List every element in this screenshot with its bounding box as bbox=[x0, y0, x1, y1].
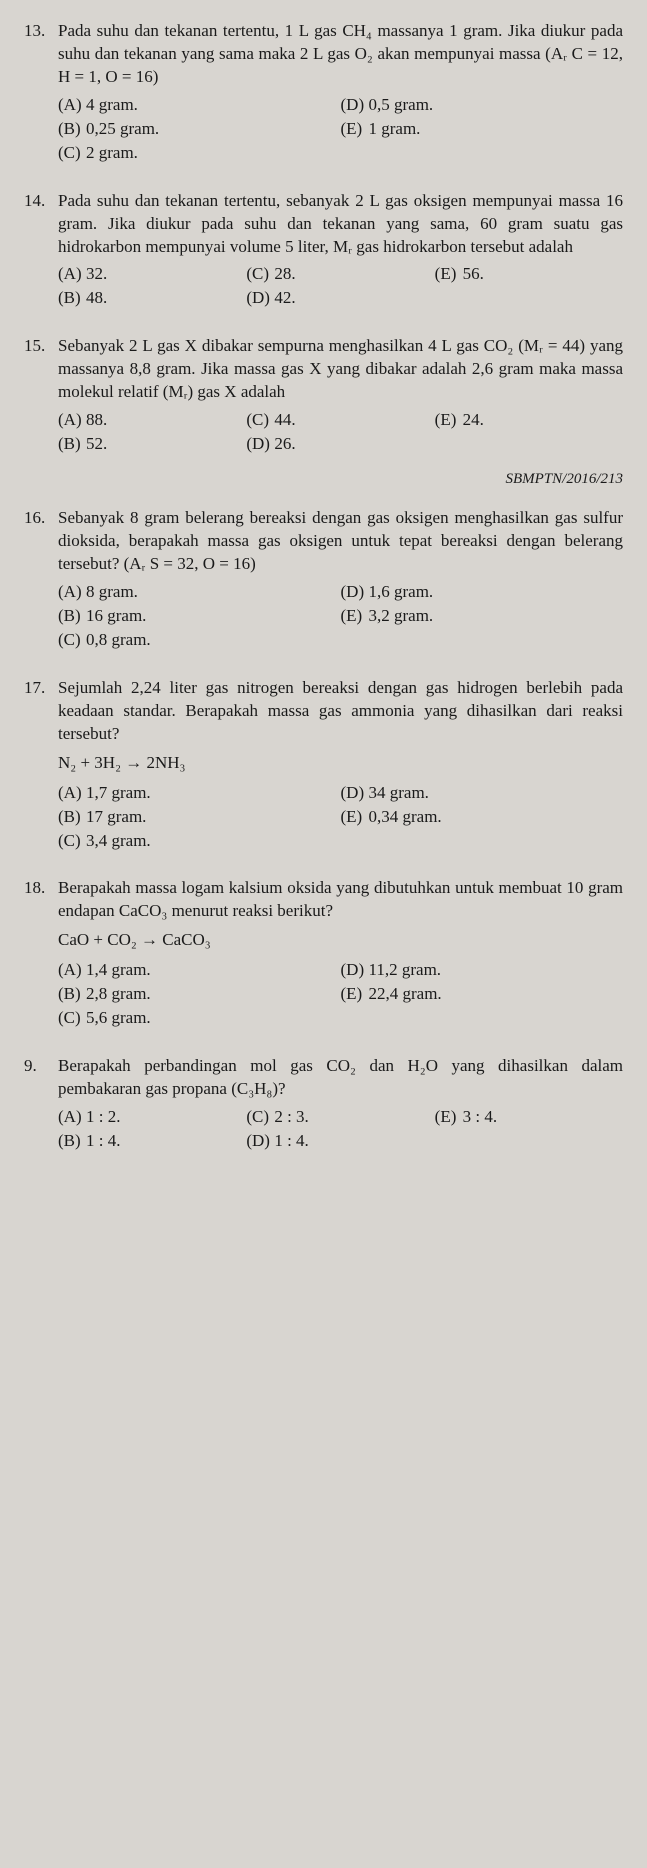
question-body: Pada suhu dan tekanan tertentu, sebanyak… bbox=[58, 190, 623, 312]
question-text: Berapakah perbandingan mol gas CO₂ dan H… bbox=[58, 1055, 623, 1101]
choice-c: (C)28. bbox=[246, 263, 434, 286]
choices-left: (A)1,4 gram. (B)2,8 gram. (C)5,6 gram. bbox=[58, 958, 341, 1031]
question-9: 9. Berapakah perbandingan mol gas CO₂ da… bbox=[24, 1055, 623, 1154]
choice-b: (B)17 gram. bbox=[58, 806, 341, 829]
question-body: Sebanyak 8 gram belerang bereaksi dengan… bbox=[58, 507, 623, 653]
choice-e: (E)3,2 gram. bbox=[341, 605, 624, 628]
choice-e: (E)3 : 4. bbox=[435, 1106, 623, 1129]
choice-a: (A)1 : 2. bbox=[58, 1106, 246, 1129]
choice-d: (D)26. bbox=[246, 433, 434, 456]
choices: (A)32. (B)48. (C)28. (D)42. (E)56. bbox=[58, 262, 623, 311]
choices-right: (D)1,6 gram. (E)3,2 gram. bbox=[341, 580, 624, 653]
choice-d: (D)1,6 gram. bbox=[341, 581, 624, 604]
question-text: Sejumlah 2,24 liter gas nitrogen bereaks… bbox=[58, 677, 623, 746]
question-body: Pada suhu dan tekanan tertentu, 1 L gas … bbox=[58, 20, 623, 166]
choice-d: (D)34 gram. bbox=[341, 782, 624, 805]
question-13: 13. Pada suhu dan tekanan tertentu, 1 L … bbox=[24, 20, 623, 166]
question-17: 17. Sejumlah 2,24 liter gas nitrogen ber… bbox=[24, 677, 623, 854]
choice-d: (D)0,5 gram. bbox=[341, 94, 624, 117]
choices-left: (A)1,7 gram. (B)17 gram. (C)3,4 gram. bbox=[58, 781, 341, 854]
choices-col2: (C)44. (D)26. bbox=[246, 408, 434, 457]
question-18: 18. Berapakah massa logam kalsium oksida… bbox=[24, 877, 623, 1031]
choices: (A)1,7 gram. (B)17 gram. (C)3,4 gram. (D… bbox=[58, 781, 623, 854]
choice-a: (A)32. bbox=[58, 263, 246, 286]
choices: (A)1 : 2. (B)1 : 4. (C)2 : 3. (D)1 : 4. … bbox=[58, 1105, 623, 1154]
choice-e: (E)1 gram. bbox=[341, 118, 624, 141]
choice-a: (A)8 gram. bbox=[58, 581, 341, 604]
choice-b: (B)1 : 4. bbox=[58, 1130, 246, 1153]
question-body: Sebanyak 2 L gas X dibakar sempurna meng… bbox=[58, 335, 623, 457]
choice-a: (A)1,4 gram. bbox=[58, 959, 341, 982]
choices-col1: (A)1 : 2. (B)1 : 4. bbox=[58, 1105, 246, 1154]
question-body: Berapakah massa logam kalsium oksida yan… bbox=[58, 877, 623, 1031]
question-text: Berapakah massa logam kalsium oksida yan… bbox=[58, 877, 623, 923]
choices-col3: (E)56. bbox=[435, 262, 623, 311]
choice-c: (C)0,8 gram. bbox=[58, 629, 341, 652]
choice-b: (B)48. bbox=[58, 287, 246, 310]
choice-b: (B)0,25 gram. bbox=[58, 118, 341, 141]
choice-a: (A)1,7 gram. bbox=[58, 782, 341, 805]
choices-col1: (A)32. (B)48. bbox=[58, 262, 246, 311]
choice-e: (E)22,4 gram. bbox=[341, 983, 624, 1006]
question-number: 15. bbox=[24, 335, 58, 457]
question-14: 14. Pada suhu dan tekanan tertentu, seba… bbox=[24, 190, 623, 312]
choices-col2: (C)28. (D)42. bbox=[246, 262, 434, 311]
reaction-equation: N₂ + 3H₂ → 2NH₃ bbox=[58, 752, 623, 775]
question-text: Pada suhu dan tekanan tertentu, 1 L gas … bbox=[58, 20, 623, 89]
choices-right: (D)34 gram. (E)0,34 gram. bbox=[341, 781, 624, 854]
choices-col2: (C)2 : 3. (D)1 : 4. bbox=[246, 1105, 434, 1154]
choice-e: (E)56. bbox=[435, 263, 623, 286]
question-number: 9. bbox=[24, 1055, 58, 1154]
question-text: Pada suhu dan tekanan tertentu, sebanyak… bbox=[58, 190, 623, 259]
choices: (A)4 gram. (B)0,25 gram. (C)2 gram. (D)0… bbox=[58, 93, 623, 166]
choice-c: (C)2 : 3. bbox=[246, 1106, 434, 1129]
question-15: 15. Sebanyak 2 L gas X dibakar sempurna … bbox=[24, 335, 623, 457]
choices: (A)88. (B)52. (C)44. (D)26. (E)24. bbox=[58, 408, 623, 457]
choice-a: (A)88. bbox=[58, 409, 246, 432]
question-text: Sebanyak 8 gram belerang bereaksi dengan… bbox=[58, 507, 623, 576]
choices-col3: (E)24. bbox=[435, 408, 623, 457]
choice-b: (B)52. bbox=[58, 433, 246, 456]
choice-b: (B)16 gram. bbox=[58, 605, 341, 628]
choices-col3: (E)3 : 4. bbox=[435, 1105, 623, 1154]
question-number: 16. bbox=[24, 507, 58, 653]
question-number: 14. bbox=[24, 190, 58, 312]
question-body: Sejumlah 2,24 liter gas nitrogen bereaks… bbox=[58, 677, 623, 854]
choice-d: (D)11,2 gram. bbox=[341, 959, 624, 982]
reaction-equation: CaO + CO₂ → CaCO₃ bbox=[58, 929, 623, 952]
choice-c: (C)3,4 gram. bbox=[58, 830, 341, 853]
choices-col1: (A)88. (B)52. bbox=[58, 408, 246, 457]
choices: (A)8 gram. (B)16 gram. (C)0,8 gram. (D)1… bbox=[58, 580, 623, 653]
choices-right: (D)0,5 gram. (E)1 gram. bbox=[341, 93, 624, 166]
question-number: 13. bbox=[24, 20, 58, 166]
choices-right: (D)11,2 gram. (E)22,4 gram. bbox=[341, 958, 624, 1031]
choices-left: (A)4 gram. (B)0,25 gram. (C)2 gram. bbox=[58, 93, 341, 166]
choice-d: (D)1 : 4. bbox=[246, 1130, 434, 1153]
choice-e: (E)24. bbox=[435, 409, 623, 432]
question-text: Sebanyak 2 L gas X dibakar sempurna meng… bbox=[58, 335, 623, 404]
question-number: 17. bbox=[24, 677, 58, 854]
choice-d: (D)42. bbox=[246, 287, 434, 310]
question-number: 18. bbox=[24, 877, 58, 1031]
choice-a: (A)4 gram. bbox=[58, 94, 341, 117]
source-tag: SBMPTN/2016/213 bbox=[24, 469, 623, 489]
question-16: 16. Sebanyak 8 gram belerang bereaksi de… bbox=[24, 507, 623, 653]
choice-c: (C)5,6 gram. bbox=[58, 1007, 341, 1030]
question-body: Berapakah perbandingan mol gas CO₂ dan H… bbox=[58, 1055, 623, 1154]
choice-c: (C)2 gram. bbox=[58, 142, 341, 165]
choices-left: (A)8 gram. (B)16 gram. (C)0,8 gram. bbox=[58, 580, 341, 653]
choice-e: (E)0,34 gram. bbox=[341, 806, 624, 829]
choices: (A)1,4 gram. (B)2,8 gram. (C)5,6 gram. (… bbox=[58, 958, 623, 1031]
choice-c: (C)44. bbox=[246, 409, 434, 432]
choice-b: (B)2,8 gram. bbox=[58, 983, 341, 1006]
